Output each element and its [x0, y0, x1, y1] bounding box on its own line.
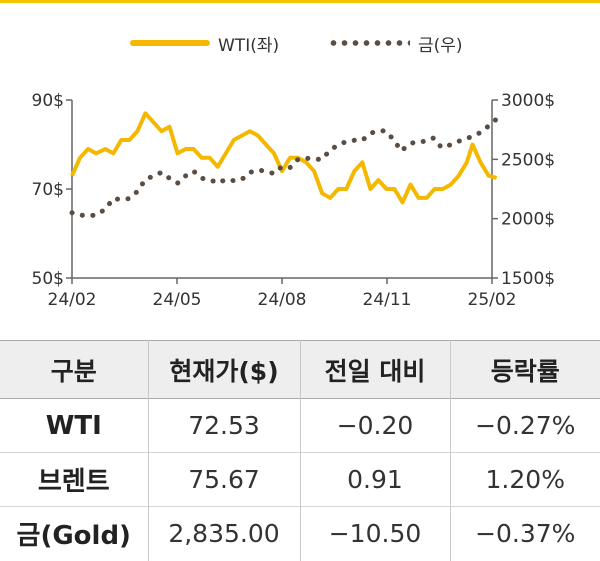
y-right-tick-label: 2500$: [501, 150, 555, 170]
x-tick-label: 24/02: [48, 290, 97, 310]
table-row-wti: WTI 72.53 −0.20 −0.27%: [0, 398, 600, 453]
legend-label-gold: 금(우): [418, 35, 463, 56]
y-left-tick-label: 90$: [32, 91, 64, 111]
header-change: 전일 대비: [300, 340, 451, 399]
legend-swatch-gold: [328, 39, 410, 47]
row-rate: 1.20%: [485, 465, 565, 494]
row-price: 2,835.00: [148, 506, 301, 561]
header-rate: 등락률: [490, 356, 560, 386]
y-right-tick-label: 2000$: [501, 210, 555, 230]
row-rate: −0.37%: [475, 519, 576, 549]
row-name: WTI: [0, 398, 149, 453]
row-change: −10.50: [300, 506, 451, 561]
price-table: 구분 현재가($) 전일 대비 등락률 WTI 72.53 −0.20 −0.2…: [0, 340, 600, 561]
x-tick-label: 24/11: [363, 290, 412, 310]
row-change: −0.20: [300, 398, 451, 453]
y-left-tick-label: 70$: [32, 180, 64, 200]
legend-swatch-wti: [130, 40, 210, 46]
x-tick-label: 25/02: [468, 290, 517, 310]
y-left-tick-label: 50$: [32, 269, 64, 289]
legend-item-wti: WTI(좌): [130, 28, 279, 58]
legend-item-gold: 금(우): [328, 28, 463, 58]
row-rate: −0.27%: [475, 411, 576, 440]
legend-label-wti: WTI(좌): [218, 35, 280, 56]
y-right-tick-label: 1500$: [501, 269, 555, 289]
y-right-tick-label: 3000$: [501, 91, 555, 111]
row-name: 금(Gold): [0, 506, 149, 561]
row-change: 0.91: [300, 452, 451, 507]
price-chart: 90$ 70$ 50$ 3000$ 2500$ 2000$ 1500$ 24/02 24/05 2…: [32, 91, 556, 310]
row-price: 75.67: [148, 452, 301, 507]
row-name: 브렌트: [0, 452, 149, 507]
table-row-brent: 브렌트 75.67 0.91 1.20%: [0, 452, 600, 507]
header-category: 구분: [0, 340, 149, 399]
row-price: 72.53: [148, 398, 301, 453]
series-line-wti: [70, 111, 498, 205]
table-header-row: 구분 현재가($) 전일 대비 등락률: [0, 340, 600, 399]
x-tick-label: 24/08: [258, 290, 307, 310]
table-row-gold: 금(Gold) 2,835.00 −10.50 −0.37%: [0, 506, 600, 561]
chart-legend: WTI(좌) 금(우): [0, 28, 600, 58]
top-accent-rule: [0, 0, 600, 3]
x-tick-label: 24/05: [153, 290, 202, 310]
header-price: 현재가($): [148, 340, 301, 399]
